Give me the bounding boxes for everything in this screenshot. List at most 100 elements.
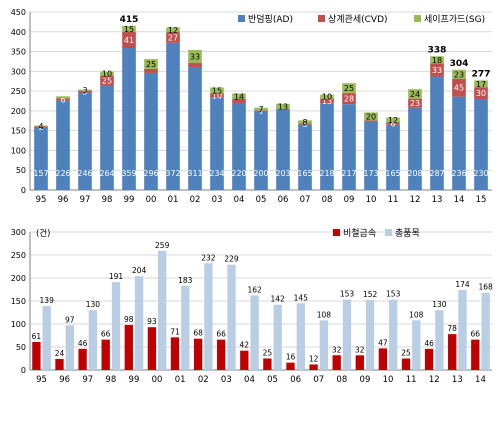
bar-value-label: 46 [78, 339, 88, 348]
x-tick-label: 04 [244, 375, 255, 385]
bar-sg [144, 59, 158, 69]
x-tick-label: 02 [190, 195, 201, 205]
bar-value-label: 33 [432, 66, 442, 75]
bar-sg [364, 112, 378, 121]
bar-value-label: 142 [271, 295, 286, 304]
x-tick-label: 01 [168, 195, 179, 205]
bar-value-label: 173 [363, 169, 378, 178]
bar-steel [286, 362, 295, 370]
bar-ad [386, 124, 400, 190]
y-tick-label: 200 [11, 107, 26, 116]
bar-cvd [34, 126, 48, 128]
bar-cvd [166, 32, 180, 43]
x-tick-label: 95 [36, 195, 47, 205]
bar-value-label: 13 [322, 97, 332, 106]
legend-label: 상계관세(CVD) [328, 13, 388, 25]
bar-value-label: 203 [275, 169, 290, 178]
bar-value-label: 6 [390, 120, 395, 129]
bar-cvd [122, 31, 136, 48]
bar-value-label: 71 [170, 327, 180, 336]
bar-value-label: 259 [155, 241, 170, 250]
bar-value-label: 15 [212, 87, 222, 96]
bar-sg [166, 27, 180, 33]
bar-value-label: 24 [410, 90, 420, 99]
bar-value-label: 93 [147, 317, 157, 326]
bar-value-label: 7 [258, 105, 263, 114]
y-tick-label: 150 [11, 297, 26, 306]
legend-label: 반덤핑(AD) [248, 13, 293, 25]
bar-total [158, 250, 167, 370]
bar-value-label: 12 [168, 26, 178, 35]
y-tick-label: 0 [21, 366, 26, 375]
bar-value-label: 372 [165, 169, 180, 178]
bar-value-label: 32 [355, 345, 365, 354]
legend-label: 비철금속 [343, 228, 376, 239]
bar-steel [55, 358, 64, 370]
x-tick-label: 12 [410, 195, 421, 205]
bar-value-label: 234 [209, 169, 224, 178]
bar-value-label: 152 [363, 290, 378, 299]
y-tick-label: 250 [11, 87, 26, 96]
bar-value-label: 130 [432, 300, 447, 309]
bar-sg [188, 49, 202, 64]
bar-value-label: 23 [410, 99, 420, 108]
bar-value-label: 6 [60, 95, 65, 104]
legend-swatch [238, 15, 245, 22]
bar-cvd [320, 98, 334, 104]
bar-cvd [342, 93, 356, 105]
bar-total [435, 310, 444, 370]
bar-value-label: 98 [124, 315, 134, 324]
bar-sg [320, 94, 334, 99]
bar-steel [401, 358, 411, 370]
x-tick-label: 14 [454, 195, 465, 205]
bar-ad [166, 42, 180, 190]
bar-value-label: 18 [432, 56, 442, 65]
bar-sg [276, 103, 290, 109]
x-tick-label: 07 [313, 375, 324, 385]
bar-value-label: 145 [294, 293, 309, 302]
bar-value-label: 359 [121, 169, 136, 178]
bar-total [273, 304, 282, 370]
bar-total [319, 320, 329, 370]
bar-value-label: 226 [55, 169, 70, 178]
bar-value-label: 33 [190, 53, 200, 62]
bar-steel [193, 338, 203, 370]
bar-value-label: 287 [429, 169, 444, 178]
y-tick-label: 200 [11, 274, 26, 283]
bar-sg [34, 125, 48, 127]
bar-total-label: 304 [450, 59, 469, 69]
legend-swatch [333, 229, 340, 236]
x-tick-label: 05 [256, 195, 267, 205]
bar-value-label: 139 [40, 296, 55, 305]
bar-cvd [78, 90, 92, 93]
bar-value-label: 168 [478, 283, 493, 292]
bar-total-label: 277 [472, 69, 491, 79]
bar-value-label: 174 [455, 280, 470, 289]
bar-cvd [276, 108, 290, 110]
bar-value-label: 47 [378, 338, 388, 347]
bar-value-label: 130 [86, 300, 101, 309]
bar-sg [298, 120, 312, 124]
bar-cvd [188, 63, 202, 67]
x-tick-label: 97 [82, 375, 93, 385]
bar-steel [309, 364, 318, 370]
x-tick-label: 13 [432, 195, 443, 205]
bar-cvd [386, 122, 400, 125]
bar-cvd [430, 63, 444, 77]
bar-ad [100, 85, 114, 190]
bar-total [111, 282, 121, 370]
legend-swatch [414, 15, 421, 22]
bar-value-label: 16 [286, 353, 296, 362]
bar-total [458, 289, 467, 370]
bar-steel [424, 348, 434, 370]
bar-value-label: 162 [247, 285, 262, 294]
bar-value-label: 10 [212, 91, 222, 100]
bar-value-label: 25 [146, 60, 156, 69]
bar-sg [452, 69, 466, 79]
bar-value-label: 204 [132, 266, 147, 275]
x-tick-label: 01 [175, 375, 186, 385]
y-tick-label: 400 [11, 28, 26, 37]
x-tick-label: 14 [475, 375, 486, 385]
bar-value-label: 153 [386, 290, 401, 299]
